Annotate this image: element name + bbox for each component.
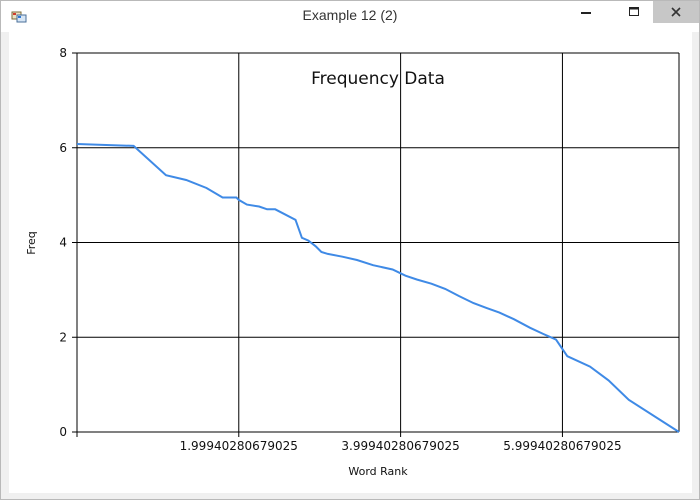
y-tick-label: 4 — [59, 236, 67, 250]
chart-area: Frequency Data 0 2 4 6 8 1.99940280679025 3.99… — [9, 32, 692, 493]
maximize-button[interactable] — [611, 1, 657, 23]
x-tick-label: 3.99940280679025 — [341, 439, 459, 453]
chart-ticks: 0 2 4 6 8 1.99940280679025 3.99940280679025 5.9… — [59, 46, 621, 453]
x-tick-label: 1.99940280679025 — [180, 439, 298, 453]
window-title: Example 12 (2) — [302, 7, 398, 23]
x-tick-label: 5.99940280679025 — [503, 439, 621, 453]
chart-series — [76, 143, 680, 433]
close-icon — [671, 7, 681, 17]
chart-grid — [77, 52, 679, 432]
x-axis-label: Word Rank — [348, 465, 408, 478]
minimize-button[interactable] — [563, 1, 609, 23]
title-bar[interactable]: Example 12 (2) — [1, 1, 699, 32]
minimize-icon — [581, 12, 591, 14]
y-axis-label: Freq — [25, 231, 38, 255]
y-tick-label: 6 — [59, 141, 67, 155]
close-button[interactable] — [653, 1, 699, 23]
y-tick-label: 2 — [59, 330, 67, 344]
y-tick-label: 8 — [59, 46, 67, 60]
app-window-icon[interactable] — [11, 9, 27, 25]
frequency-chart: Frequency Data 0 2 4 6 8 1.99940280679025 3.99… — [25, 46, 680, 478]
frequency-line — [76, 143, 680, 433]
maximize-icon — [629, 7, 639, 16]
chart-title: Frequency Data — [311, 69, 445, 89]
y-tick-label: 0 — [59, 425, 67, 439]
